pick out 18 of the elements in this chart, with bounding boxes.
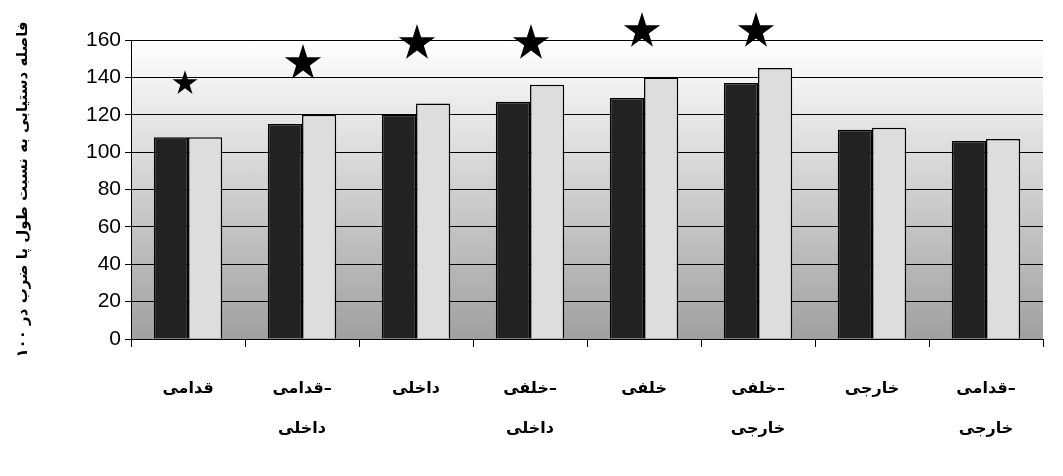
x-tick-label: خلفی [621,378,667,398]
x-tick-label: داخلی [392,378,440,398]
category-label: خلفی–خارجی [730,378,786,438]
y-tick-label: 60 [97,213,122,237]
y-tick-label: 120 [85,101,122,125]
category-label: قدامی–داخلی [272,378,332,438]
y-tick-label: 20 [97,288,122,312]
y-tick-label: 0 [109,325,122,349]
y-tick-label: 40 [97,251,122,275]
category-label: قدامی–خارجی [956,378,1016,438]
y-axis-title: فاصله دستیابی به نسبت طول پا ضرب در ۱۰۰ [12,21,32,358]
y-tick-label: 80 [97,176,122,200]
y-tick-label: 140 [85,64,122,88]
x-tick-label: خارجی [844,378,900,398]
x-tick-label: قدامی [162,378,214,398]
y-tick-label: 160 [85,26,122,50]
y-tick-label: 100 [85,138,122,162]
category-label: خلفی–داخلی [503,378,557,438]
